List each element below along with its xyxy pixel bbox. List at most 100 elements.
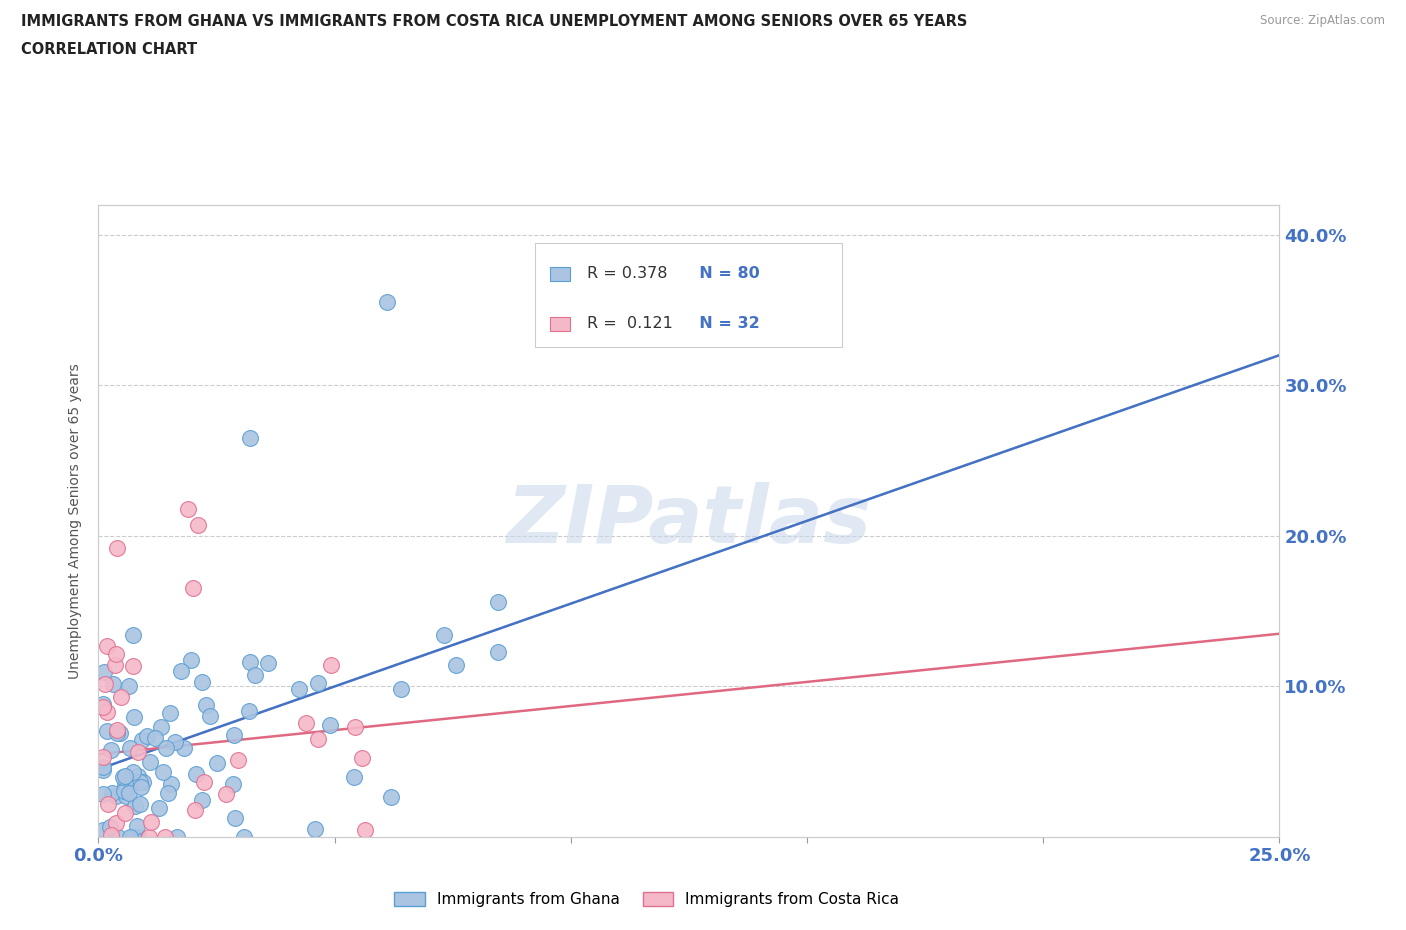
Point [226, 752, 249, 767]
Point [114, 777, 136, 791]
Point [486, 594, 509, 609]
Text: CORRELATION CHART: CORRELATION CHART [21, 42, 197, 57]
Point [389, 682, 412, 697]
Point [96, 705, 118, 720]
Point [319, 658, 342, 672]
Point [153, 830, 176, 844]
Point [135, 728, 157, 743]
Point [124, 799, 146, 814]
Point [105, 723, 128, 737]
Point [170, 664, 193, 679]
Point [148, 800, 170, 815]
Point [127, 830, 149, 844]
Point [110, 690, 132, 705]
Point [104, 658, 127, 672]
Point [98, 819, 121, 834]
Point [145, 731, 167, 746]
Point [93, 665, 115, 680]
Text: IMMIGRANTS FROM GHANA VS IMMIGRANTS FROM COSTA RICA UNEMPLOYMENT AMONG SENIORS O: IMMIGRANTS FROM GHANA VS IMMIGRANTS FROM… [21, 14, 967, 29]
Point [112, 783, 135, 798]
Point [117, 785, 139, 800]
Point [118, 679, 141, 694]
Point [121, 658, 143, 673]
Point [307, 732, 329, 747]
Point [114, 768, 136, 783]
Point [139, 815, 162, 830]
Point [127, 745, 149, 760]
Point [101, 785, 124, 800]
Point [353, 822, 375, 837]
Point [105, 540, 128, 555]
Point [121, 830, 143, 844]
Point [91, 699, 114, 714]
Point [352, 751, 374, 765]
Point [97, 796, 120, 811]
Point [157, 786, 180, 801]
Point [288, 682, 311, 697]
Point [91, 760, 114, 775]
Point [114, 788, 136, 803]
Point [190, 675, 212, 690]
Point [122, 710, 145, 724]
Legend: Immigrants from Ghana, Immigrants from Costa Rica: Immigrants from Ghana, Immigrants from C… [388, 885, 905, 913]
FancyBboxPatch shape [550, 317, 571, 331]
Text: Source: ZipAtlas.com: Source: ZipAtlas.com [1260, 14, 1385, 27]
Point [132, 775, 155, 790]
Point [159, 706, 181, 721]
Point [205, 755, 228, 770]
Point [114, 805, 136, 820]
Point [100, 742, 122, 757]
Point [343, 769, 366, 784]
Point [118, 741, 141, 756]
Point [222, 777, 245, 791]
Point [94, 676, 117, 691]
Point [239, 655, 262, 670]
Point [380, 790, 402, 804]
Point [152, 765, 174, 780]
Point [118, 830, 141, 844]
Point [444, 658, 467, 672]
Point [129, 775, 152, 790]
Point [122, 628, 145, 643]
Point [224, 727, 246, 742]
Point [181, 580, 204, 595]
Point [138, 830, 160, 844]
Point [190, 793, 212, 808]
Point [125, 818, 148, 833]
Point [112, 770, 135, 785]
Text: ZIPatlas: ZIPatlas [506, 482, 872, 560]
Point [238, 703, 260, 718]
Point [105, 816, 128, 830]
Point [239, 431, 262, 445]
Point [295, 715, 318, 730]
Point [105, 789, 128, 804]
Point [343, 720, 366, 735]
Point [177, 501, 200, 516]
Point [105, 725, 128, 740]
Point [120, 772, 142, 787]
Point [150, 720, 173, 735]
Point [184, 803, 207, 817]
Point [127, 769, 149, 784]
Point [121, 764, 143, 779]
Point [91, 763, 114, 777]
Point [304, 821, 326, 836]
Point [91, 786, 114, 801]
Point [163, 735, 186, 750]
Point [486, 644, 509, 659]
Point [193, 775, 215, 790]
Point [198, 709, 221, 724]
Point [129, 797, 152, 812]
Point [243, 667, 266, 682]
Point [96, 724, 118, 738]
Point [187, 518, 209, 533]
Text: N = 80: N = 80 [688, 266, 759, 282]
Point [433, 628, 456, 643]
Point [91, 822, 114, 837]
Point [375, 295, 398, 310]
Point [232, 830, 254, 844]
Point [180, 652, 202, 667]
Point [104, 646, 127, 661]
Point [155, 740, 177, 755]
Point [129, 780, 152, 795]
